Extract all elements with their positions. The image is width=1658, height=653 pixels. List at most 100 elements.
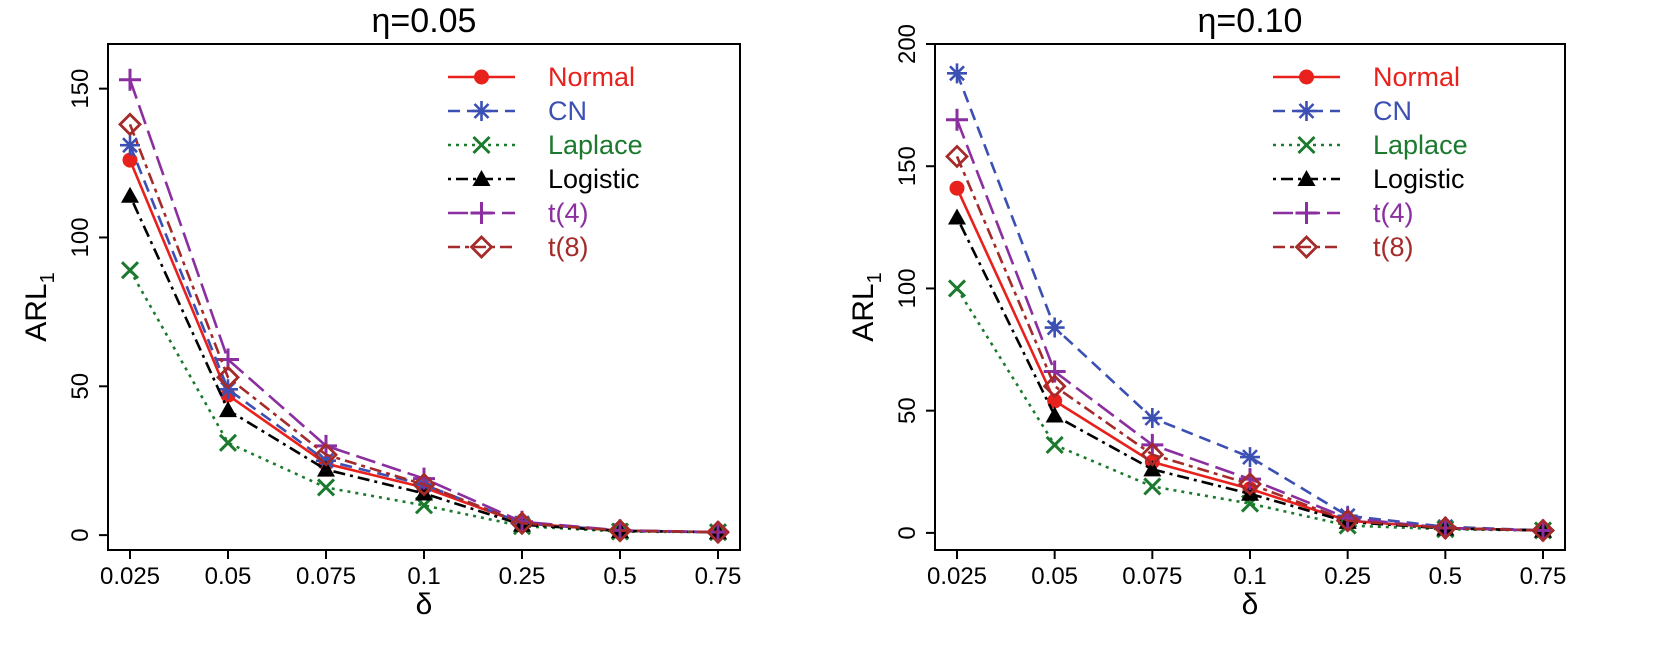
data-point — [1142, 408, 1163, 428]
chart-panel-1: η=0.05 0.025 0.05 0.075 0.1 0.25 0.5 0.75 0 50 100… — [20, 2, 741, 621]
x-tick-label: 0.075 — [296, 563, 356, 590]
x-tick-label: 0.075 — [1122, 563, 1182, 590]
legend-label: Laplace — [1373, 130, 1468, 160]
data-point — [1433, 516, 1458, 540]
x-tick-label: 0.25 — [1324, 563, 1371, 590]
data-point — [1240, 447, 1260, 468]
data-point — [218, 433, 238, 452]
x-tick-label: 0.5 — [1429, 563, 1462, 590]
data-point — [1042, 374, 1067, 399]
data-point — [1045, 406, 1064, 423]
legend-marker — [472, 170, 491, 186]
legend-marker — [471, 101, 492, 121]
legend-label: CN — [1373, 96, 1412, 126]
legend-marker — [1296, 101, 1317, 121]
legend-marker — [1299, 69, 1314, 85]
legend-marker — [1295, 202, 1318, 224]
y-tick-label: 100 — [67, 217, 94, 257]
x-tick-label: 0.75 — [695, 563, 742, 590]
legend-label: t(8) — [548, 232, 589, 262]
data-point — [121, 186, 139, 203]
chart-title: η=0.05 — [372, 2, 477, 40]
data-point — [1239, 468, 1261, 491]
data-point — [316, 478, 336, 497]
data-point — [1043, 360, 1066, 383]
x-tick-label: 0.05 — [1031, 563, 1078, 590]
data-point — [1140, 442, 1165, 467]
legend: Normal CN Laplace Logistic t(4) t(8) — [1273, 62, 1468, 262]
data-point — [415, 484, 433, 501]
x-axis-label: δ — [1242, 588, 1259, 621]
series-line — [128, 123, 719, 534]
legend-label: Logistic — [1373, 164, 1465, 194]
data-point — [314, 442, 338, 467]
data-point — [947, 279, 967, 298]
legend-marker — [1297, 170, 1316, 186]
legend: Normal CN Laplace Logistic t(4) t(8) — [448, 62, 643, 262]
data-point — [1047, 393, 1063, 409]
data-point — [949, 180, 965, 196]
y-axis-label-main: ARL — [847, 283, 880, 341]
x-axis-label: δ — [416, 588, 433, 621]
y-tick-label: 50 — [67, 373, 94, 400]
data-point — [1238, 472, 1262, 496]
data-point — [945, 144, 969, 169]
legend-marker — [472, 135, 491, 155]
y-tick-label: 150 — [894, 146, 921, 186]
chart-title: η=0.10 — [1198, 2, 1303, 40]
legend-label: Laplace — [548, 130, 643, 160]
legend-marker — [1294, 235, 1319, 259]
legend-marker — [474, 69, 489, 85]
data-point — [1044, 317, 1065, 338]
y-tick-label: 0 — [894, 526, 921, 539]
legend-label: Normal — [548, 62, 635, 92]
chart-panel-2: η=0.10 0.025 0.05 0.075 0.1 0.25 0.5 0.75 0 50 100… — [847, 2, 1566, 621]
x-tick-label: 0.1 — [1233, 563, 1266, 590]
legend-label: t(4) — [1373, 198, 1414, 228]
data-point — [948, 208, 966, 225]
data-point — [1143, 477, 1162, 496]
y-axis-label: ARL1 — [20, 272, 59, 341]
legend-marker — [469, 235, 494, 259]
data-point — [1045, 435, 1064, 454]
x-tick-label: 0.025 — [927, 563, 987, 590]
y-tick-label: 0 — [67, 528, 94, 541]
x-tick-label: 0.5 — [603, 563, 636, 590]
data-point — [317, 460, 335, 477]
data-point — [1335, 508, 1360, 533]
legend-marker — [470, 202, 493, 224]
x-tick-label: 0.05 — [205, 563, 252, 590]
legend-label: t(8) — [1373, 232, 1414, 262]
data-point — [946, 108, 968, 131]
y-tick-label: 100 — [894, 268, 921, 308]
data-point — [1143, 460, 1162, 477]
y-axis-label-main: ARL — [20, 283, 53, 341]
series-line — [955, 155, 1544, 532]
series-t-8- — [118, 112, 730, 545]
y-tick-label: 150 — [67, 69, 94, 109]
legend-label: t(4) — [548, 198, 589, 228]
legend-label: CN — [548, 96, 587, 126]
data-point — [120, 261, 140, 280]
data-point — [119, 68, 141, 91]
y-tick-label: 50 — [894, 397, 921, 424]
x-tick-label: 0.025 — [100, 563, 160, 590]
data-point — [118, 112, 142, 137]
data-point — [120, 135, 140, 156]
data-point — [1531, 518, 1555, 543]
data-point — [608, 518, 632, 543]
x-tick-label: 0.75 — [1520, 563, 1567, 590]
y-axis-label: ARL1 — [847, 272, 886, 341]
legend-marker — [1297, 135, 1316, 155]
data-point — [510, 511, 534, 536]
y-axis-label-subscript: 1 — [864, 272, 886, 283]
y-tick-label: 200 — [894, 24, 921, 64]
data-point — [706, 520, 730, 545]
data-point — [219, 401, 237, 418]
x-tick-label: 0.1 — [407, 563, 440, 590]
data-point — [947, 63, 967, 84]
y-axis-label-subscript: 1 — [37, 272, 59, 283]
legend-label: Logistic — [548, 164, 640, 194]
x-tick-label: 0.25 — [499, 563, 546, 590]
